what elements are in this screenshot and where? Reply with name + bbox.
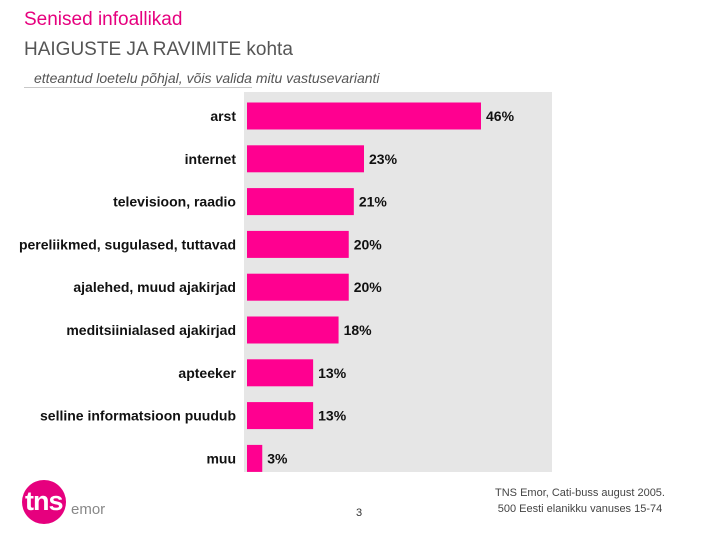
- chart-title-topic: HAIGUSTE JA RAVIMITE kohta: [24, 39, 293, 60]
- source-note-line1: TNS Emor, Cati-buss august 2005.: [495, 487, 665, 499]
- logo-emor-text: emor: [71, 501, 106, 518]
- chart-title: Senised infoallikad: [24, 9, 183, 30]
- bar: [247, 316, 339, 344]
- category-label: internet: [185, 151, 237, 167]
- category-label: televisioon, raadio: [113, 194, 236, 210]
- bar: [247, 402, 314, 430]
- category-label: pereliikmed, sugulased, tuttavad: [19, 236, 236, 252]
- data-label: 13%: [318, 365, 347, 381]
- data-label: 13%: [318, 408, 347, 424]
- data-label: 3%: [267, 450, 288, 466]
- bar: [247, 230, 349, 258]
- bar: [247, 273, 349, 301]
- bar: [247, 145, 364, 173]
- category-label: meditsiinialased ajakirjad: [66, 322, 236, 338]
- category-label: selline informatsioon puudub: [40, 408, 236, 424]
- bar: [247, 359, 314, 387]
- bar: [247, 102, 481, 130]
- data-label: 23%: [369, 151, 398, 167]
- bar: [247, 444, 263, 472]
- tns-emor-logo: tns emor: [22, 480, 132, 526]
- data-label: 20%: [354, 279, 383, 295]
- logo-tns-text: tns: [25, 486, 63, 516]
- subtitle-underline: [24, 87, 252, 88]
- data-label: 46%: [486, 108, 515, 124]
- page-number: 3: [356, 507, 363, 519]
- category-label: muu: [206, 450, 236, 466]
- category-label: arst: [210, 108, 236, 124]
- bar: [247, 188, 354, 216]
- category-label: apteeker: [178, 365, 236, 381]
- logo-circle-icon: [22, 480, 66, 524]
- data-label: 18%: [344, 322, 373, 338]
- category-label: ajalehed, muud ajakirjad: [73, 279, 236, 295]
- chart-subtitle: etteantud loetelu põhjal, võis valida mi…: [34, 70, 380, 86]
- data-label: 21%: [359, 194, 388, 210]
- source-note-line2: 500 Eesti elanikku vanuses 15-74: [497, 503, 663, 515]
- data-label: 20%: [354, 236, 383, 252]
